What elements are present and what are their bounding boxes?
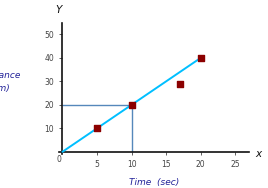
Point <box>199 56 203 59</box>
Point <box>178 82 182 85</box>
Text: Y: Y <box>56 5 62 15</box>
Text: Time  (sec): Time (sec) <box>129 178 179 187</box>
Text: x: x <box>255 149 261 159</box>
Text: (m): (m) <box>0 84 10 93</box>
Text: 0: 0 <box>57 155 61 164</box>
Text: Distance: Distance <box>0 71 21 80</box>
Point <box>129 103 134 106</box>
Point <box>95 127 99 130</box>
